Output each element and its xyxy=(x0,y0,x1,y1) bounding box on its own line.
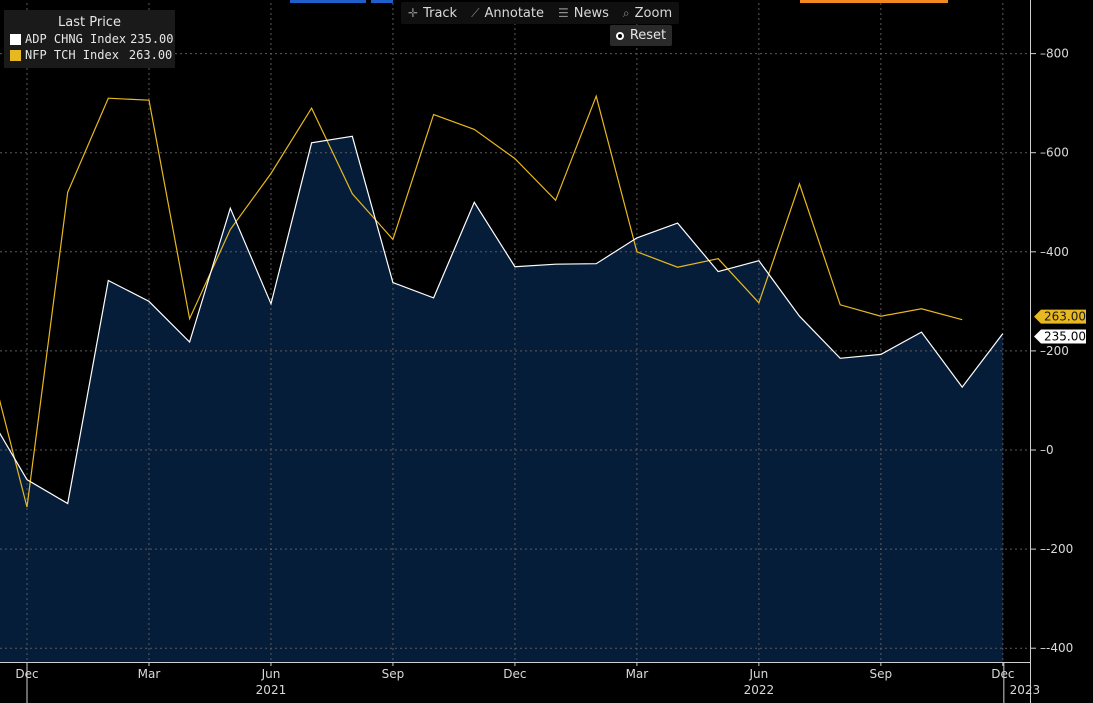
magnifier-icon: ⌕ xyxy=(622,5,630,20)
x-tick-label: Dec xyxy=(503,667,526,681)
x-tick-label: Mar xyxy=(626,667,649,681)
x-year-label: 2022 xyxy=(744,683,775,697)
y-tick-label: –-200 xyxy=(1040,542,1073,556)
news-button[interactable]: ☰ News xyxy=(551,2,616,24)
y-tick-label: –0 xyxy=(1040,443,1054,457)
x-tick-label: Dec xyxy=(991,667,1014,681)
legend-item-adp: ADP CHNG Index 235.00 xyxy=(4,31,175,47)
track-label: Track xyxy=(423,5,458,21)
legend-value: 235.00 xyxy=(130,32,174,46)
adp-area-fill xyxy=(0,136,1003,663)
crosshair-icon: ✛ xyxy=(408,6,419,20)
top-blue-strip xyxy=(371,0,393,3)
top-blue-strip xyxy=(290,0,366,3)
y-tick-label: –800 xyxy=(1040,47,1069,61)
track-button[interactable]: ✛ Track xyxy=(401,2,464,24)
legend-title: Last Price xyxy=(58,15,121,30)
x-year-label: 2021 xyxy=(256,683,287,697)
top-orange-strip xyxy=(800,0,948,3)
reset-label: Reset xyxy=(629,28,667,43)
x-tick-label: Jun xyxy=(749,667,769,681)
last-value-tag-label: 235.00 xyxy=(1044,330,1086,344)
x-tick-label: Sep xyxy=(870,667,893,681)
adp-series-line xyxy=(0,135,1004,505)
pencil-icon: ⟋ xyxy=(471,5,480,20)
y-tick-label: –200 xyxy=(1040,344,1069,358)
annotate-label: Annotate xyxy=(484,5,544,21)
legend-label: NFP TCH Index xyxy=(25,48,119,62)
zoom-button[interactable]: ⌕ Zoom xyxy=(616,2,679,24)
last-value-tag: 263.00 xyxy=(1034,309,1086,324)
zoom-label: Zoom xyxy=(634,5,673,21)
x-tick-label: Mar xyxy=(138,667,161,681)
x-year-label: 2023 xyxy=(1010,683,1041,697)
x-tick-label: Jun xyxy=(261,667,281,681)
x-tick-label: Sep xyxy=(382,667,405,681)
legend-item-nfp: NFP TCH Index 263.00 xyxy=(4,47,175,63)
legend-value: 263.00 xyxy=(128,48,173,62)
legend-label: ADP CHNG Index xyxy=(25,32,127,46)
radio-icon xyxy=(615,31,624,40)
last-value-tag-bg xyxy=(1034,309,1086,324)
y-tick-label: –-400 xyxy=(1040,641,1073,655)
last-value-tag: 235.00 xyxy=(1034,329,1086,344)
last-value-tag-bg xyxy=(1034,329,1086,344)
y-tick-label: –400 xyxy=(1040,245,1069,259)
legend-swatch-nfp xyxy=(10,49,21,61)
nfp-series-line xyxy=(0,94,963,508)
reset-button[interactable]: Reset xyxy=(610,25,672,46)
news-label: News xyxy=(573,5,609,21)
legend-swatch-adp xyxy=(10,33,21,45)
last-value-tag-label: 263.00 xyxy=(1044,310,1086,324)
y-tick-label: –600 xyxy=(1040,146,1069,160)
legend: Last Price ADP CHNG Index 235.00 NFP TCH… xyxy=(4,10,175,68)
chart-toolbar: ✛ Track ⟋ Annotate ☰ News ⌕ Zoom xyxy=(401,2,680,24)
annotate-button[interactable]: ⟋ Annotate xyxy=(464,2,551,24)
news-icon: ☰ xyxy=(557,6,569,20)
